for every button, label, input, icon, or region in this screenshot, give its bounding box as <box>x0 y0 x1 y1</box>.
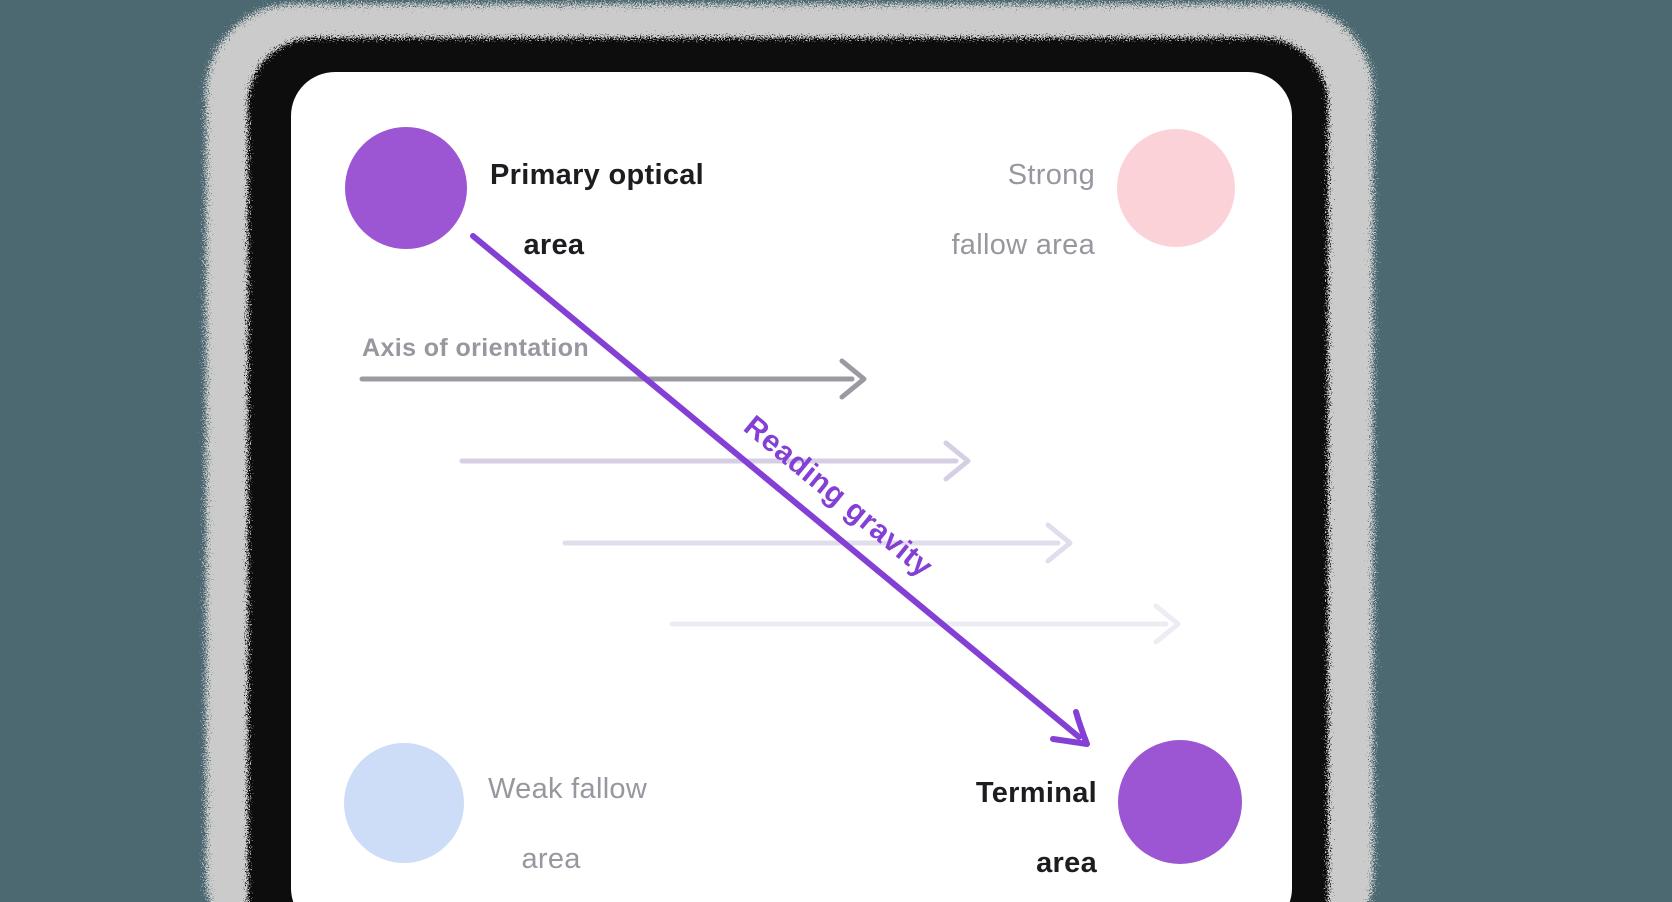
strong-fallow-label-line1: Strong <box>1007 159 1095 191</box>
weak-fallow-label-line1: Weak fallow <box>488 773 648 805</box>
strong-fallow-circle <box>1117 129 1235 247</box>
primary-optical-label-line2: area <box>523 229 585 261</box>
strong-fallow-label-line2: fallow area <box>951 229 1095 261</box>
primary-optical-label: Primary optical area <box>490 158 704 263</box>
strong-fallow-label: Strong fallow area <box>918 158 1095 263</box>
axis-of-orientation-label: Axis of orientation <box>362 334 590 362</box>
weak-fallow-label-line2: area <box>521 843 581 875</box>
primary-optical-label-line1: Primary optical <box>490 159 705 191</box>
weak-fallow-label: Weak fallow area <box>488 772 647 877</box>
weak-fallow-circle <box>344 743 464 863</box>
terminal-label-line2: area <box>1036 847 1097 879</box>
terminal-label: Terminal area <box>976 776 1097 881</box>
primary-optical-circle <box>345 127 467 249</box>
terminal-label-line1: Terminal <box>975 777 1097 809</box>
terminal-circle <box>1118 740 1242 864</box>
